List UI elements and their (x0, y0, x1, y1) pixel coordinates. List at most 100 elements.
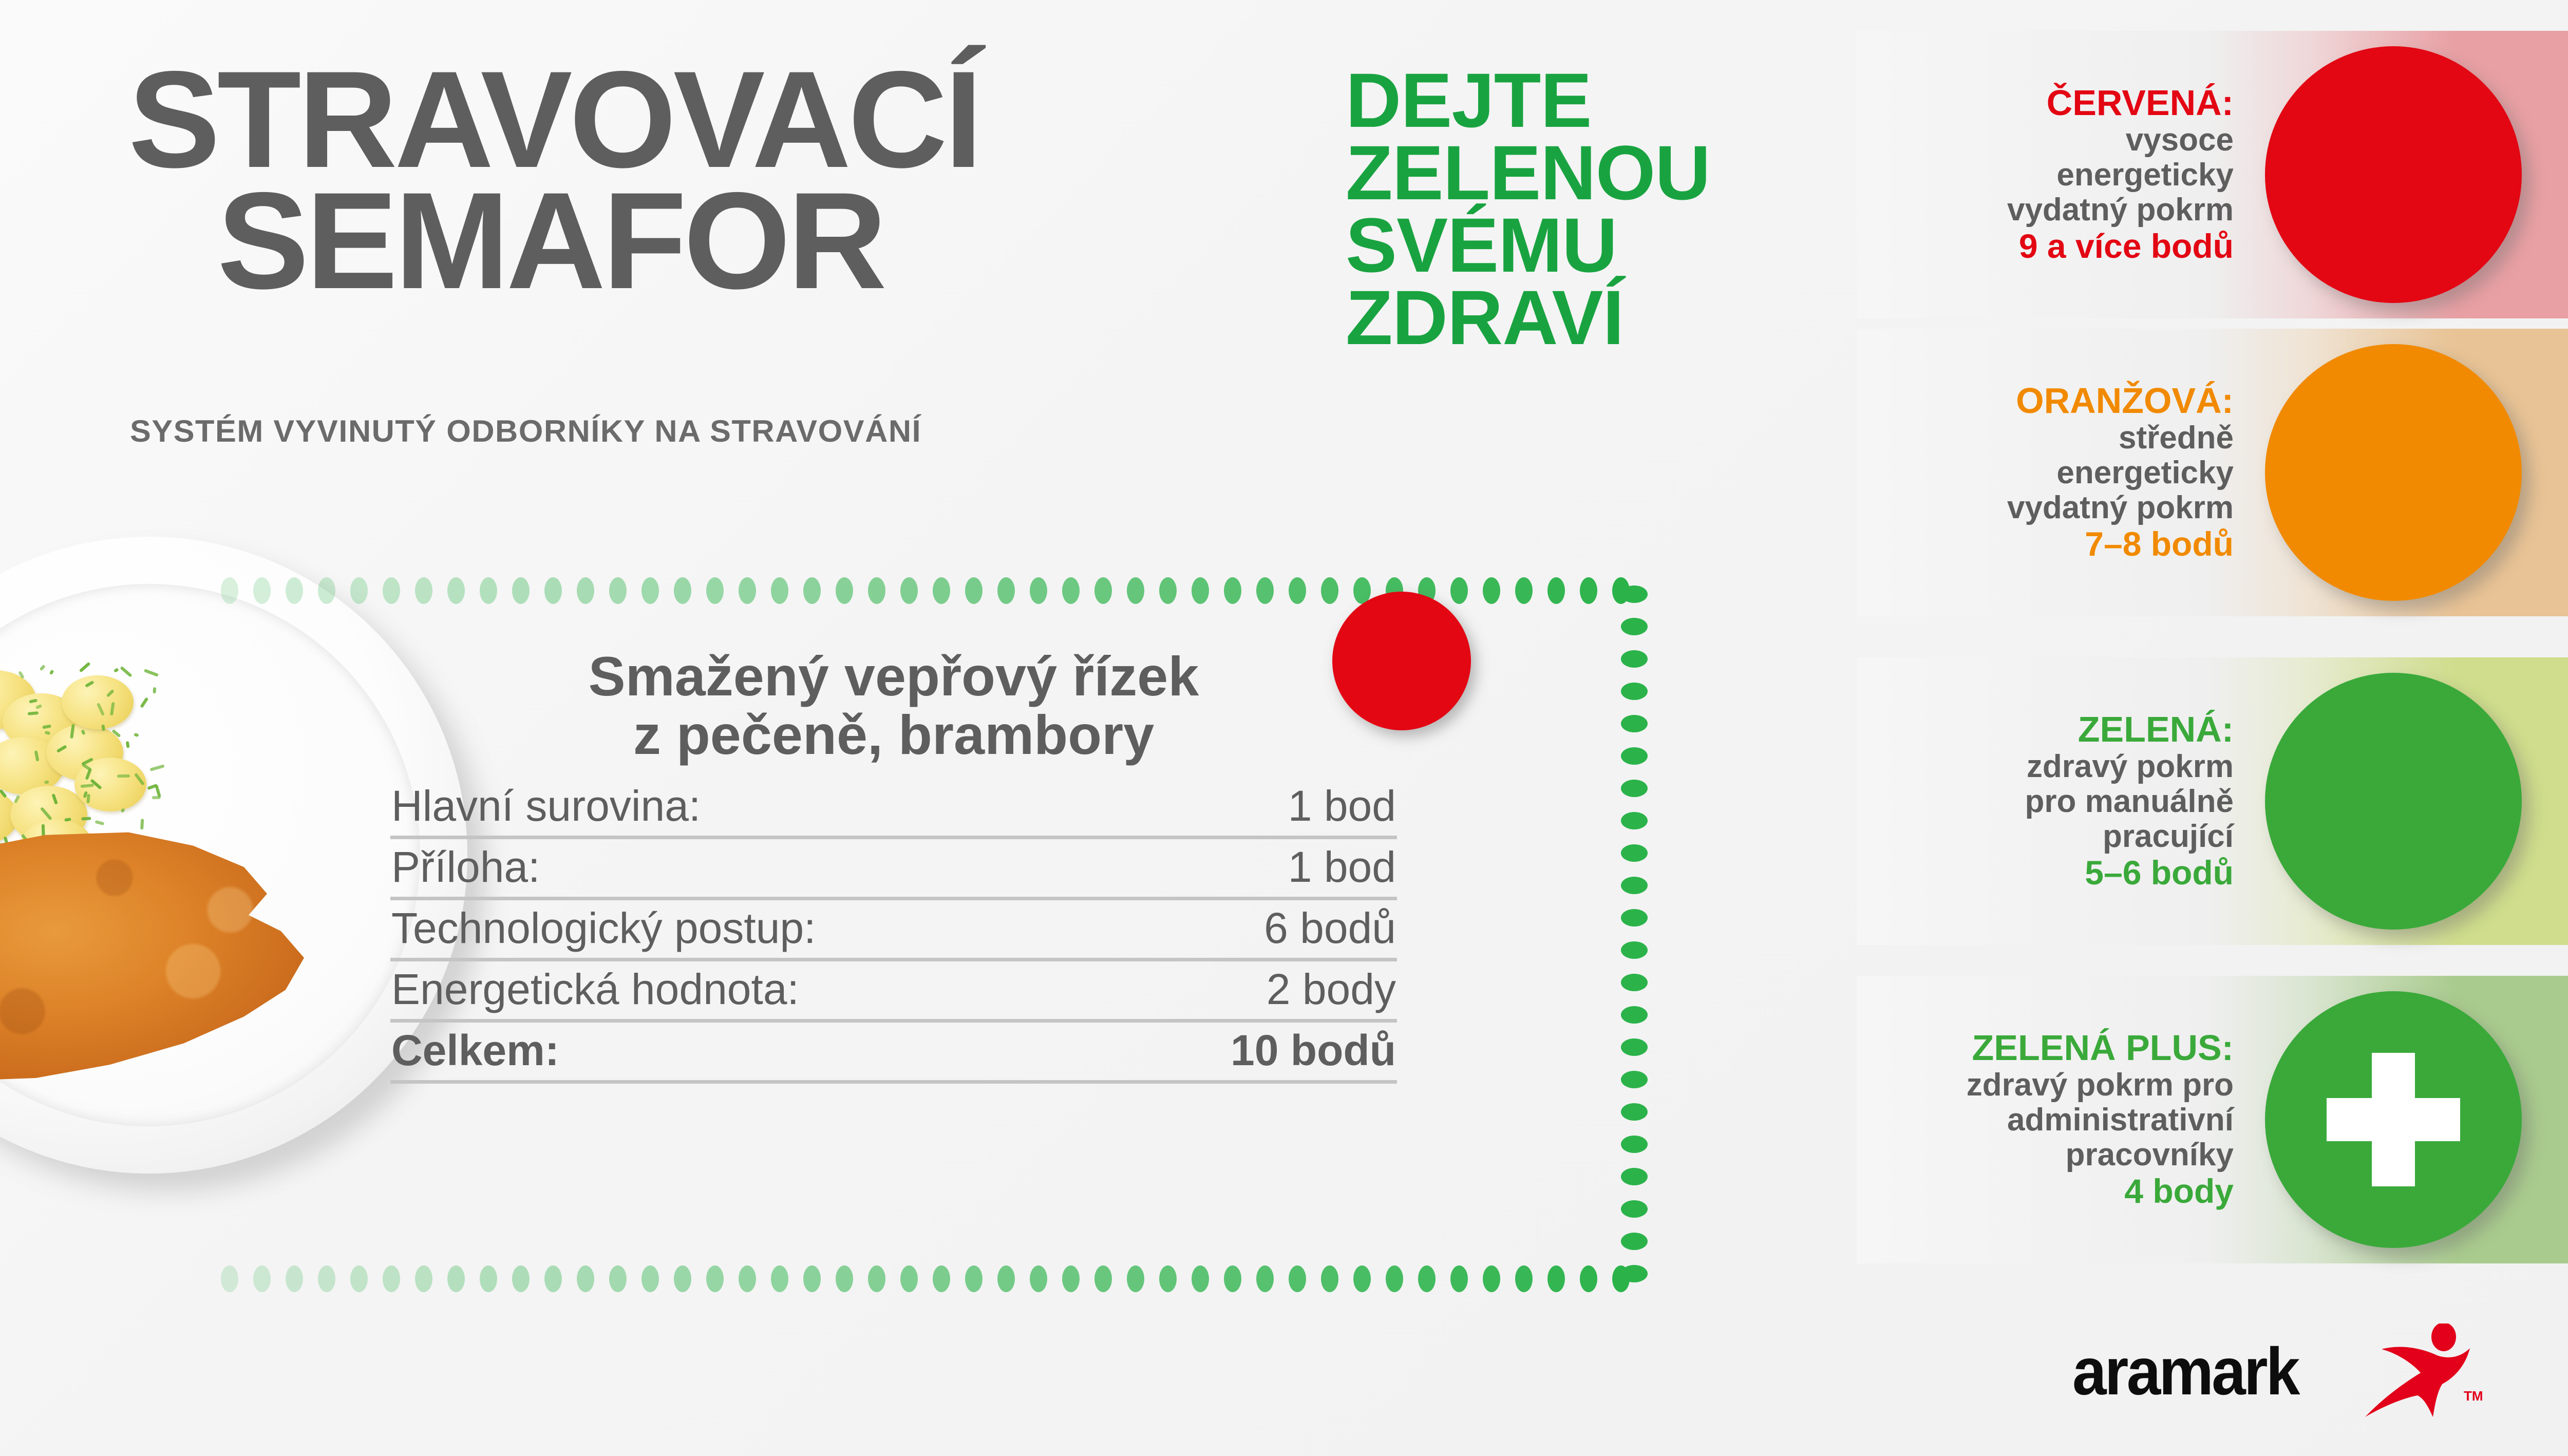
border-dot (900, 1265, 918, 1292)
border-dot (706, 577, 724, 604)
border-dot (803, 1265, 821, 1292)
border-dot (1321, 1265, 1338, 1292)
border-dot (1547, 1265, 1565, 1292)
legend-description-line-2: administrativní (2007, 1103, 2234, 1138)
chive-sprinkle (152, 796, 161, 799)
chive-sprinkle (117, 774, 130, 778)
table-row: Příloha: 1 bod (390, 839, 1397, 900)
legend-item-2: ORANŽOVÁ: středně energeticky vydatný pokrm… (1857, 329, 2568, 616)
row-value: 2 body (1267, 965, 1396, 1014)
subtitle: SYSTÉM VYVINUTÝ ODBORNÍKY NA STRAVOVÁNÍ (130, 413, 921, 449)
border-dot (1062, 577, 1080, 604)
border-dot (415, 577, 432, 604)
border-dot (1353, 1265, 1371, 1292)
border-dot (1192, 577, 1209, 604)
border-dot (965, 577, 983, 604)
border-dot (1547, 577, 1565, 604)
border-dot (1289, 577, 1306, 604)
chive-sprinkle (150, 764, 165, 771)
border-dot (739, 577, 756, 604)
border-dot (350, 577, 368, 604)
border-dot (318, 577, 335, 604)
legend-description-line-1: zdravý pokrm (2027, 749, 2234, 784)
chive-sprinkle (155, 784, 161, 798)
legend-text-block: ČERVENÁ: vysoce energeticky vydatný pokrm 9 … (1857, 31, 2247, 318)
dotted-border-bottom (221, 1263, 1638, 1294)
row-value: 10 bodů (1231, 1026, 1396, 1075)
border-dot (1224, 577, 1241, 604)
legend-text-block: ZELENÁ: zdravý pokrm pro manuálně pracující… (1857, 657, 2247, 945)
border-dot (1127, 1265, 1144, 1292)
border-dot (641, 577, 659, 604)
border-dot (253, 577, 271, 604)
slogan-line-1: DEJTE (1346, 64, 1710, 137)
row-value: 6 bodů (1264, 903, 1396, 953)
chive-sprinkle (95, 820, 104, 825)
legend-title: ČERVENÁ: (2047, 84, 2234, 123)
legend-description-line-1: vysoce (2126, 123, 2234, 158)
legend-description-line-3: pracovníky (2066, 1138, 2234, 1173)
chive-sprinkle (140, 819, 144, 830)
aramark-logo: aramark TM (2072, 1328, 2565, 1435)
chive-sprinkle (134, 733, 139, 737)
border-dot (1621, 1233, 1648, 1250)
border-dot (609, 577, 627, 604)
border-dot (1159, 1265, 1177, 1292)
border-dot (1621, 1071, 1648, 1088)
border-dot (1224, 1265, 1241, 1292)
row-label: Příloha: (391, 842, 540, 892)
border-dot (1621, 618, 1648, 635)
border-dot (997, 577, 1015, 604)
title-line-2: SEMAFOR (217, 180, 979, 301)
chive-sprinkle (40, 664, 46, 671)
border-dot (1030, 577, 1047, 604)
border-dot (1621, 812, 1648, 829)
border-dot (1256, 577, 1274, 604)
chive-sprinkle (125, 741, 129, 748)
border-dot (771, 1265, 788, 1292)
border-dot (1621, 974, 1648, 991)
border-dot (1621, 683, 1648, 700)
chive-sprinkle (120, 666, 133, 677)
slogan-line-3: SVÉMU (1346, 209, 1710, 281)
border-dot (447, 1265, 465, 1292)
legend-item-3: ZELENÁ: zdravý pokrm pro manuálně pracující… (1857, 657, 2568, 945)
border-dot (1127, 577, 1144, 604)
border-dot (512, 1265, 530, 1292)
border-dot (512, 577, 530, 604)
legend-points: 5–6 bodů (2085, 854, 2234, 892)
legend-item-1: ČERVENÁ: vysoce energeticky vydatný pokrm 9 … (1857, 31, 2568, 318)
border-dot (1621, 780, 1648, 797)
aramark-star-icon (2360, 1323, 2473, 1421)
legend-description-line-2: energeticky (2056, 456, 2234, 490)
chive-sprinkle (140, 697, 148, 708)
border-dot (1062, 1265, 1080, 1292)
border-dot (480, 577, 497, 604)
border-dot (1450, 1265, 1468, 1292)
border-dot (868, 577, 885, 604)
border-dot (253, 1265, 271, 1292)
border-dot (383, 1265, 400, 1292)
legend-title: ZELENÁ: (2078, 710, 2234, 749)
border-dot (350, 1265, 368, 1292)
border-dot (1192, 1265, 1209, 1292)
table-row: Hlavní surovina: 1 bod (390, 778, 1397, 839)
border-dot (1256, 1265, 1274, 1292)
border-dot (965, 1265, 983, 1292)
border-dot (1386, 1265, 1403, 1292)
border-dot (1094, 577, 1112, 604)
chive-sprinkle (81, 817, 91, 821)
legend-description-line-1: středně (2119, 421, 2234, 456)
border-dot (739, 1265, 756, 1292)
legend-description-line-2: pro manuálně (2025, 784, 2234, 819)
border-dot (836, 1265, 853, 1292)
border-dot (1418, 1265, 1436, 1292)
slogan-line-2: ZELENOU (1346, 137, 1710, 209)
border-dot (933, 1265, 950, 1292)
border-dot (1515, 1265, 1533, 1292)
legend-item-4: ZELENÁ PLUS: zdravý pokrm pro administrati… (1857, 976, 2568, 1263)
slogan-line-4: ZDRAVÍ (1346, 281, 1710, 354)
table-row: Technologický postup: 6 bodů (390, 900, 1397, 961)
border-dot (1450, 577, 1468, 604)
border-dot (318, 1265, 335, 1292)
